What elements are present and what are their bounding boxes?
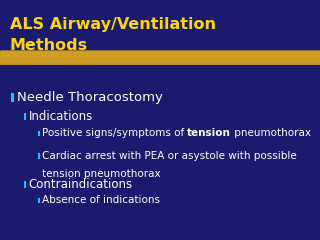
Text: pneumothorax: pneumothorax [231,128,311,138]
Text: Needle Thoracostomy: Needle Thoracostomy [17,91,163,104]
Text: Cardiac arrest with PEA or asystole with possible: Cardiac arrest with PEA or asystole with… [42,151,296,161]
Text: Indications: Indications [28,110,93,123]
Text: Positive signs/symptoms of: Positive signs/symptoms of [42,128,187,138]
Text: Contraindications: Contraindications [28,178,132,191]
Text: ALS Airway/Ventilation: ALS Airway/Ventilation [10,17,216,32]
Text: tension pneumothorax: tension pneumothorax [42,169,160,179]
Text: Methods: Methods [10,38,88,54]
Bar [24,113,26,120]
Text: Absence of indications: Absence of indications [42,195,160,205]
Bar [38,131,40,136]
Text: tension: tension [187,128,231,138]
Bar [24,181,26,188]
Bar [38,153,40,159]
Bar [38,198,40,203]
Bar [11,93,14,102]
